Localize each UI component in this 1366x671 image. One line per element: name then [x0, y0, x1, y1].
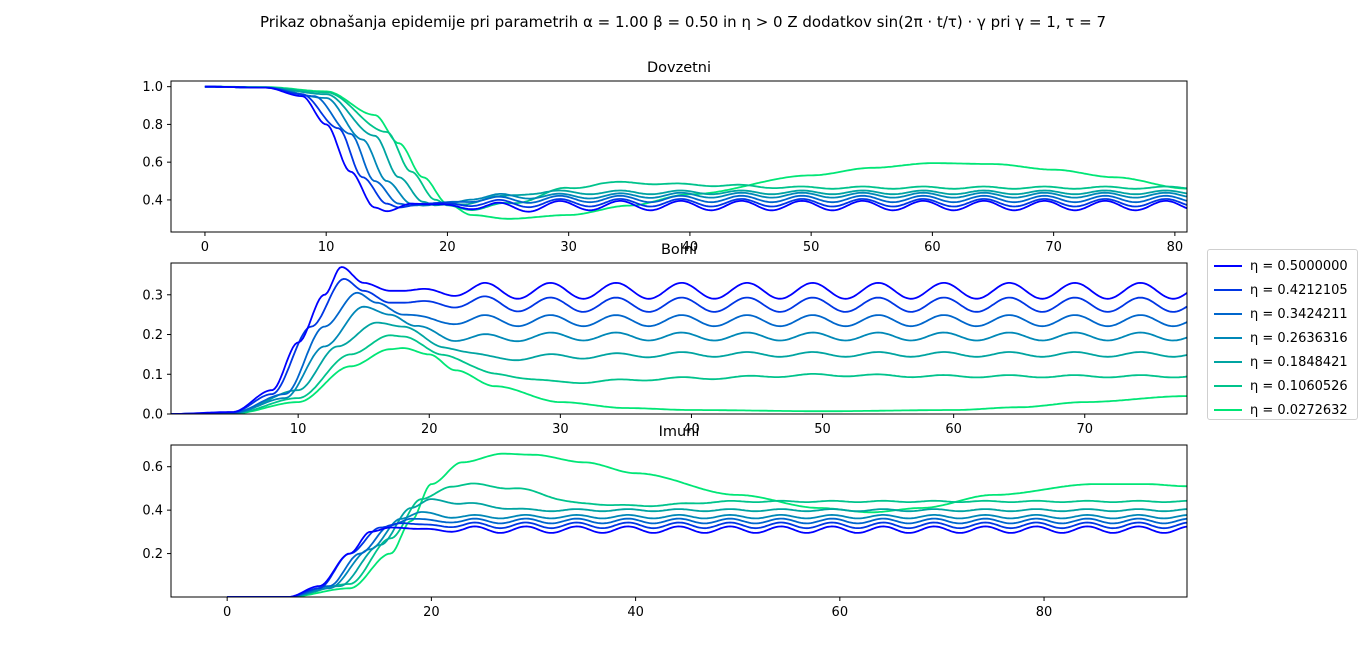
legend-swatch: [1214, 313, 1242, 315]
series-line: [227, 521, 1187, 597]
series-line: [204, 85, 1187, 213]
x-tick-label: 40: [627, 605, 644, 620]
x-tick-label: 50: [814, 422, 831, 437]
legend-swatch: [1214, 385, 1242, 387]
series-line: [171, 277, 1187, 414]
series-line: [171, 305, 1187, 414]
x-tick-label: 60: [945, 422, 962, 437]
x-tick-label: 20: [423, 605, 440, 620]
y-tick-label: 0.0: [142, 408, 163, 423]
series-line: [171, 266, 1187, 414]
x-tick-label: 50: [803, 240, 820, 255]
x-tick-label: 0: [201, 240, 209, 255]
y-tick-label: 0.4: [142, 504, 163, 519]
legend-label: η = 0.0272632: [1250, 402, 1348, 418]
x-tick-label: 30: [560, 240, 577, 255]
axes-title: Imuni: [659, 424, 700, 440]
series-line: [204, 85, 1187, 207]
series-line: [227, 498, 1187, 597]
series-line: [204, 85, 1187, 207]
x-tick-label: 40: [682, 240, 699, 255]
y-tick-label: 0.2: [142, 328, 163, 343]
legend: η = 0.5000000 η = 0.4212105 η = 0.342421…: [1207, 249, 1358, 420]
y-tick-label: 0.1: [142, 368, 163, 383]
legend-label: η = 0.5000000: [1250, 258, 1348, 274]
series-line: [204, 85, 1187, 212]
y-tick-label: 0.6: [142, 460, 163, 475]
legend-label: η = 0.3424211: [1250, 306, 1348, 322]
series-line: [171, 321, 1187, 414]
axes-title: Bolni: [661, 242, 697, 258]
axes-frame: [170, 80, 1188, 233]
x-tick-label: 70: [1076, 422, 1093, 437]
y-tick-label: 1.0: [142, 80, 163, 95]
x-tick-label: 10: [318, 240, 335, 255]
legend-swatch: [1214, 361, 1242, 363]
series-line: [171, 334, 1187, 414]
legend-label: η = 0.2636316: [1250, 330, 1348, 346]
series-line: [227, 525, 1187, 597]
y-tick-label: 0.6: [142, 156, 163, 171]
y-tick-label: 0.2: [142, 547, 163, 562]
y-tick-label: 0.4: [142, 193, 163, 208]
series-line: [204, 85, 1187, 220]
legend-swatch: [1214, 265, 1242, 267]
legend-item: η = 0.3424211: [1214, 302, 1357, 326]
x-tick-label: 40: [683, 422, 700, 437]
x-tick-label: 20: [439, 240, 456, 255]
series-line: [227, 511, 1187, 597]
x-tick-label: 70: [1045, 240, 1062, 255]
legend-item: η = 0.2636316: [1214, 326, 1357, 350]
legend-item: η = 0.0272632: [1214, 398, 1357, 422]
axes-title: Dovzetni: [647, 60, 711, 76]
x-tick-label: 30: [552, 422, 569, 437]
legend-label: η = 0.4212105: [1250, 282, 1348, 298]
x-tick-label: 10: [290, 422, 307, 437]
legend-item: η = 0.5000000: [1214, 254, 1357, 278]
legend-swatch: [1214, 409, 1242, 411]
series-line: [227, 482, 1187, 597]
series-line: [171, 291, 1187, 414]
axes-frame: [170, 262, 1188, 415]
x-tick-label: 80: [1036, 605, 1053, 620]
x-tick-label: 20: [421, 422, 438, 437]
series-line: [227, 452, 1187, 597]
series-line: [204, 85, 1187, 207]
figure-suptitle: Prikaz obnašanja epidemije pri parametri…: [259, 13, 1107, 31]
series-line: [171, 347, 1187, 414]
legend-item: η = 0.4212105: [1214, 278, 1357, 302]
legend-item: η = 0.1848421: [1214, 350, 1357, 374]
x-tick-label: 60: [924, 240, 941, 255]
legend-swatch: [1214, 337, 1242, 339]
axes-frame: [170, 444, 1188, 598]
series-line: [204, 85, 1187, 209]
legend-label: η = 0.1060526: [1250, 378, 1348, 394]
legend-item: η = 0.1060526: [1214, 374, 1357, 398]
y-tick-label: 0.8: [142, 118, 163, 133]
legend-label: η = 0.1848421: [1250, 354, 1348, 370]
legend-swatch: [1214, 289, 1242, 291]
x-tick-label: 80: [1167, 240, 1184, 255]
x-tick-label: 0: [223, 605, 231, 620]
y-tick-label: 0.3: [142, 288, 163, 303]
x-tick-label: 60: [832, 605, 849, 620]
